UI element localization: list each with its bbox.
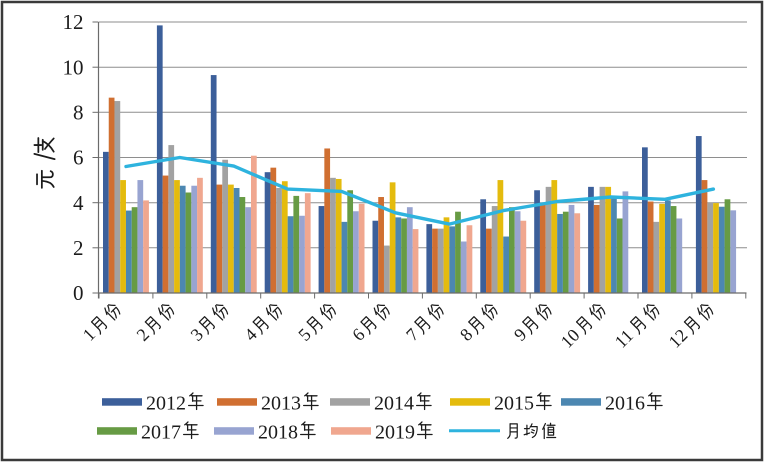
svg-text:2014: 2014 <box>374 393 414 415</box>
svg-text:4: 4 <box>73 191 84 215</box>
svg-text:2019: 2019 <box>375 422 415 444</box>
svg-text:2: 2 <box>73 236 84 260</box>
svg-text:8: 8 <box>73 101 84 125</box>
svg-text:12: 12 <box>63 10 84 34</box>
svg-text:6: 6 <box>73 146 84 170</box>
svg-text:0: 0 <box>73 281 84 305</box>
svg-text:2017: 2017 <box>141 422 181 444</box>
svg-text:2013: 2013 <box>261 393 301 415</box>
svg-text:2018: 2018 <box>258 422 298 444</box>
svg-text:2015: 2015 <box>494 393 534 415</box>
svg-text:10: 10 <box>63 55 84 79</box>
svg-text:2016: 2016 <box>605 393 645 415</box>
svg-text:2012: 2012 <box>146 393 186 415</box>
